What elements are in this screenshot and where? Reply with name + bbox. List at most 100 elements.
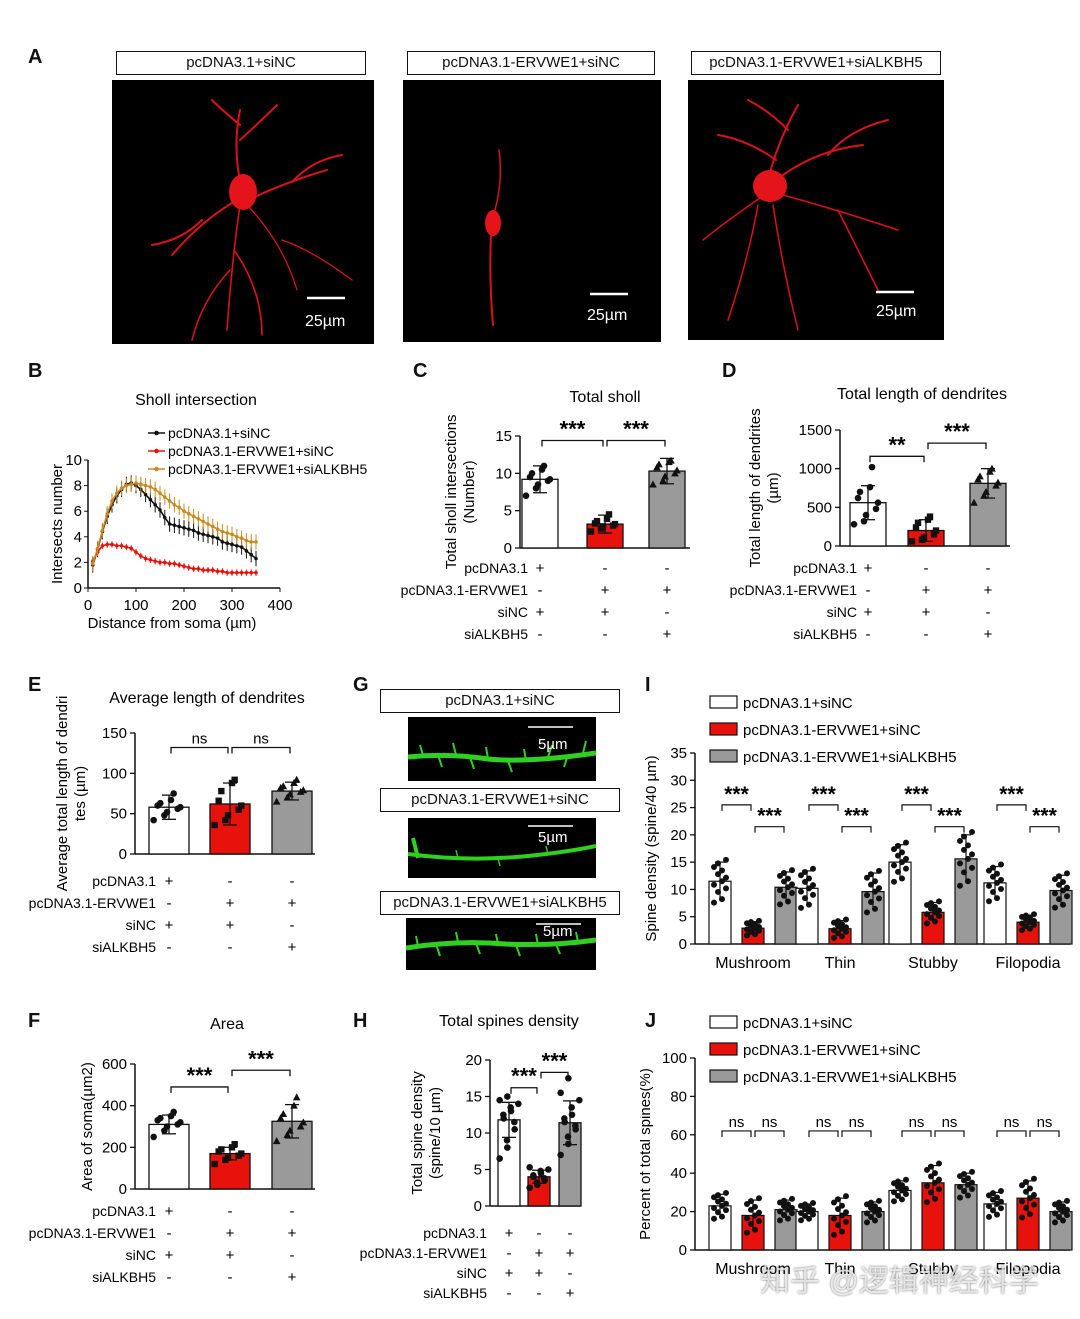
x-tick-label: 100 [123, 597, 148, 614]
data-point [1027, 1185, 1033, 1192]
data-point [572, 1122, 579, 1129]
sholl-point [124, 483, 129, 488]
condition-name: pcDNA3.1-ERVWE1 [401, 582, 529, 598]
condition-value: + [566, 1245, 575, 1262]
data-point [744, 1200, 750, 1207]
data-point [924, 920, 930, 927]
data-point [891, 1180, 897, 1187]
data-point [1056, 1205, 1062, 1212]
significance-label: *** [724, 783, 749, 806]
data-point [965, 1181, 971, 1188]
sholl-point [148, 485, 153, 489]
watermark: 知乎 @逻辑神经科学 [760, 1265, 1039, 1298]
data-point [279, 782, 288, 790]
significance-label: ns [192, 731, 208, 748]
data-point [936, 1186, 942, 1193]
data-point [976, 472, 984, 480]
significance-bracket [1029, 1130, 1060, 1137]
data-point [1052, 1210, 1058, 1217]
category-label: Thin [824, 955, 855, 972]
x-tick-label: 300 [219, 597, 244, 614]
panel-letter-b: B [28, 360, 43, 382]
micrograph-label-3: pcDNA3.1-ERVWE1+siALKBH5 [691, 51, 941, 75]
panel-letter-d: D [722, 360, 737, 382]
legend-marker [154, 430, 159, 436]
sholl-point [196, 567, 201, 571]
data-point [744, 1215, 750, 1222]
significance-bracket [721, 804, 752, 811]
sholl-point [206, 522, 210, 526]
legend-label: pcDNA3.1-ERVWE1+siNC [168, 443, 334, 459]
condition-value: + [288, 939, 297, 956]
sholl-point [235, 543, 239, 548]
y-tick-label: 0 [74, 580, 82, 597]
sholl-point [196, 531, 201, 535]
data-point [744, 1229, 750, 1236]
sholl-point [249, 570, 253, 575]
condition-value: - [665, 604, 670, 621]
data-point [961, 1177, 967, 1184]
data-point [806, 875, 812, 882]
data-point [899, 1196, 905, 1203]
sholl-point [134, 481, 138, 485]
y-tick-label: 0 [679, 1242, 687, 1259]
data-point [224, 812, 232, 819]
sholl-point [110, 542, 114, 547]
condition-value: + [165, 1203, 174, 1220]
y-axis-label: Area of soma(µm2) [79, 1062, 96, 1191]
data-point [777, 887, 783, 894]
condition-value: + [984, 626, 993, 643]
sholl-point [172, 561, 177, 566]
data-point [924, 1183, 930, 1190]
data-point [899, 859, 905, 866]
data-point [798, 904, 804, 911]
data-point [228, 779, 236, 787]
data-point [980, 491, 988, 499]
data-point [715, 888, 721, 895]
sholl-point [220, 569, 225, 574]
condition-value: - [507, 1285, 512, 1302]
y-tick-label: 100 [102, 765, 127, 782]
neuron-micrograph-3: 25µm [688, 80, 944, 340]
condition-name: siNC [457, 1265, 487, 1281]
y-tick-label: 10 [65, 452, 82, 469]
condition-value: + [922, 604, 931, 621]
condition-name: pcDNA3.1 [92, 1203, 156, 1219]
data-point [965, 855, 971, 862]
data-point [1027, 1211, 1033, 1218]
data-point [957, 1173, 963, 1180]
data-point [876, 895, 882, 902]
data-point [850, 521, 858, 528]
data-point [895, 842, 901, 849]
data-point [810, 1199, 816, 1206]
sholl-point [235, 535, 239, 539]
data-point [785, 1215, 791, 1222]
condition-name: siALKBH5 [92, 939, 156, 955]
data-point [593, 517, 601, 525]
sholl-point [100, 543, 105, 548]
significance-bracket [808, 1130, 839, 1137]
data-point [969, 1168, 975, 1175]
data-point [673, 466, 681, 474]
sholl-point [177, 563, 181, 567]
condition-name: pcDNA3.1 [464, 560, 528, 576]
data-point [831, 1231, 837, 1238]
condition-name: siALKBH5 [92, 1269, 156, 1285]
data-point [843, 1209, 849, 1216]
data-point [756, 917, 762, 924]
data-point [864, 874, 870, 881]
sholl-point [95, 546, 100, 551]
neuron-drawing-2: 25µm [485, 149, 628, 326]
y-tick-label: 8 [74, 478, 82, 495]
chart-title: Sholl intersection [135, 392, 257, 409]
data-point [868, 1213, 874, 1220]
category-label: Filopodia [996, 955, 1061, 972]
sholl-point [230, 532, 234, 537]
data-point [568, 1104, 575, 1111]
condition-value: - [568, 1265, 573, 1282]
sholl-point [115, 543, 119, 548]
condition-value: + [864, 604, 873, 621]
y-tick-label: 30 [670, 772, 687, 789]
condition-value: + [922, 582, 931, 599]
y-axis-label: Average total length of dendrites (µm) [54, 696, 89, 892]
